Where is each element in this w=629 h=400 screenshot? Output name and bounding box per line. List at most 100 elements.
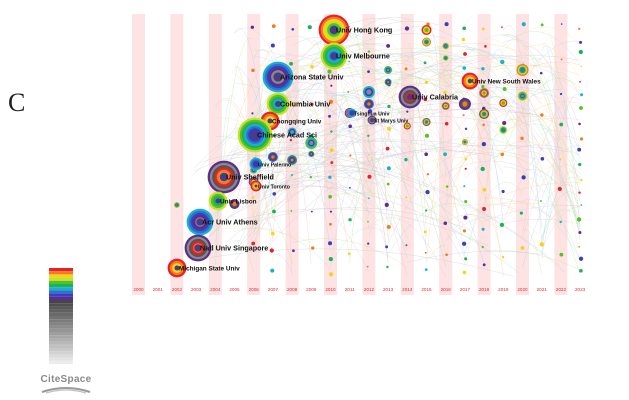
colorbar-swatch xyxy=(49,325,73,329)
panel-label: C xyxy=(8,88,26,117)
node-ring xyxy=(424,27,429,33)
citation-link xyxy=(330,94,466,258)
node-ring xyxy=(444,56,447,60)
institution-label: Tsinghua Univ xyxy=(354,111,389,117)
minor-node xyxy=(520,245,525,250)
minor-node xyxy=(404,157,408,162)
minor-node xyxy=(349,186,351,189)
citation-link xyxy=(522,44,581,80)
institution-node: Tsinghua Univ xyxy=(347,108,389,118)
citation-link xyxy=(464,152,562,187)
minor-node xyxy=(291,27,295,31)
citation-link xyxy=(253,94,361,244)
citation-link xyxy=(234,28,274,220)
year-label: 2020 xyxy=(517,287,528,292)
minor-node xyxy=(385,245,389,249)
minor-node xyxy=(270,268,275,273)
citation-link xyxy=(223,154,560,266)
year-label: 2014 xyxy=(402,287,413,292)
year-label: 2015 xyxy=(421,287,432,292)
citation-link xyxy=(522,184,581,268)
minor-node xyxy=(481,141,487,147)
minor-node xyxy=(386,182,390,186)
minor-node xyxy=(462,114,465,117)
citation-link xyxy=(250,171,379,222)
citation-link xyxy=(242,86,551,244)
citation-link xyxy=(253,68,331,95)
minor-node xyxy=(328,241,333,246)
minor-node xyxy=(462,26,467,31)
citation-link xyxy=(522,58,542,115)
minor-node xyxy=(580,137,584,141)
minor-node xyxy=(328,257,333,262)
year-label: 2013 xyxy=(383,287,394,292)
node-core xyxy=(196,218,204,226)
minor-node xyxy=(367,174,372,179)
citation-link xyxy=(255,207,463,228)
institution-label: Univ New South Wales xyxy=(472,78,541,85)
citation-link xyxy=(215,98,274,239)
citation-link xyxy=(349,31,370,144)
citation-link xyxy=(311,55,446,188)
minor-node xyxy=(445,253,448,257)
minor-node xyxy=(327,69,332,74)
citation-link xyxy=(291,119,369,153)
minor-node xyxy=(443,90,447,95)
node-ring xyxy=(310,153,313,155)
logo-text: CiteSpace xyxy=(40,374,92,385)
year-label: 2016 xyxy=(441,287,452,292)
colorbar-swatch xyxy=(49,312,73,316)
citation-link xyxy=(445,203,581,207)
citation-link xyxy=(368,67,389,239)
citation-link xyxy=(253,200,293,227)
minor-node xyxy=(289,61,293,66)
institution-label: Columbia Univ xyxy=(280,99,330,108)
minor-node xyxy=(311,246,315,250)
node-ring xyxy=(501,128,506,132)
minor-node xyxy=(384,202,389,207)
minor-node xyxy=(329,210,333,213)
minor-node xyxy=(387,126,391,131)
institution-label: Univ Sheffield xyxy=(226,172,274,181)
institution-label: Chongqing Univ xyxy=(272,118,322,125)
colorbar-swatch xyxy=(49,348,73,352)
institution-node: Univ Sheffield xyxy=(207,160,274,194)
node-ring xyxy=(271,155,275,159)
minor-node xyxy=(577,147,582,152)
citation-link xyxy=(503,101,581,136)
year-label: 2002 xyxy=(172,287,183,292)
minor-node xyxy=(251,196,255,199)
citation-link xyxy=(234,227,331,270)
minor-node xyxy=(328,99,334,104)
citation-link xyxy=(291,66,389,110)
citation-link xyxy=(253,170,370,272)
citation-link xyxy=(330,68,466,232)
minor-node xyxy=(330,130,333,133)
node-ring xyxy=(521,94,524,98)
minor-node xyxy=(579,80,581,83)
minor-node xyxy=(423,61,427,65)
minor-node xyxy=(424,152,428,157)
minor-node xyxy=(424,268,428,272)
minor-node xyxy=(501,26,503,28)
minor-node xyxy=(424,251,427,254)
institution-node: Univ Melbourne xyxy=(320,42,390,70)
citation-link xyxy=(349,90,446,147)
minor-node xyxy=(385,146,390,151)
colorbar-swatch xyxy=(49,360,73,364)
minor-node xyxy=(540,23,544,27)
minor-node xyxy=(290,173,293,177)
citation-link xyxy=(445,216,504,242)
minor-node xyxy=(502,87,507,92)
node-ring xyxy=(290,158,294,162)
minor-node xyxy=(443,221,448,226)
minor-node xyxy=(481,245,484,249)
minor-node xyxy=(251,68,255,73)
node-ring xyxy=(290,130,295,134)
citation-link xyxy=(254,164,566,273)
colorbar-swatch xyxy=(49,344,73,348)
year-label: 2001 xyxy=(153,287,164,292)
minor-node xyxy=(480,166,485,172)
minor-node xyxy=(329,222,332,226)
